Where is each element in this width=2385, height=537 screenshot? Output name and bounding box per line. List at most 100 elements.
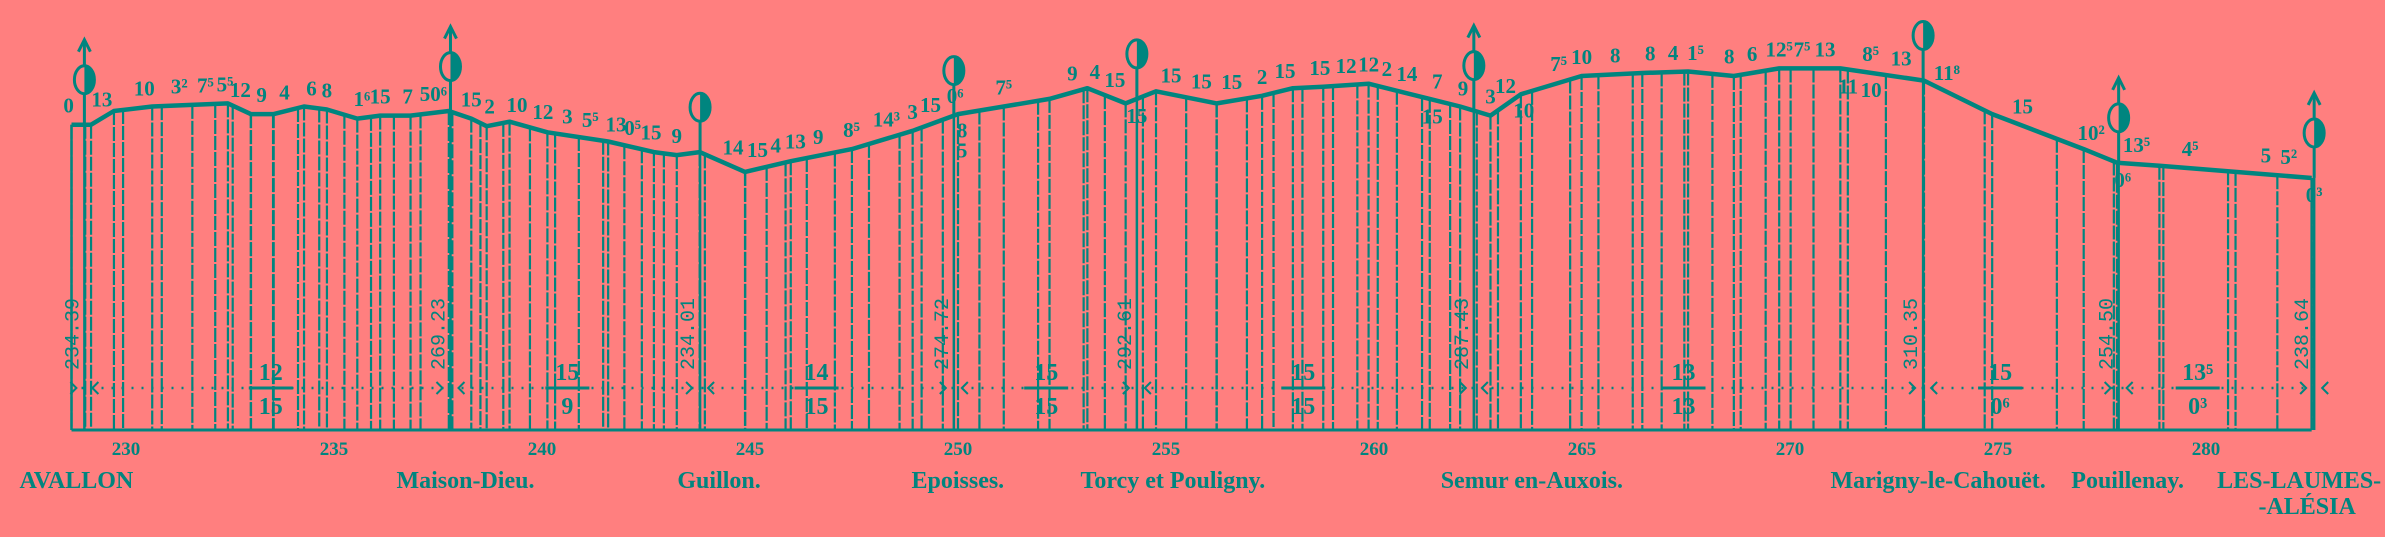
arrow-up-icon: [1466, 22, 1482, 39]
gradient-label: 12: [532, 100, 553, 124]
gradient-label: 7⁵: [197, 73, 214, 97]
gradient-label: 5: [2261, 143, 2272, 167]
gradient-label: 8⁵: [1862, 42, 1879, 66]
gradient-label: 7⁵: [1550, 52, 1567, 76]
arrow-up-icon: [2111, 74, 2126, 91]
arrowhead-right-icon: [2103, 381, 2113, 395]
arrow-up-icon: [77, 36, 92, 53]
fraction-numerator: 13: [1672, 360, 1696, 386]
gradient-label-below: 10: [1861, 78, 1882, 102]
gradient-label: 13⁵: [2123, 133, 2150, 157]
gradient-label: 15: [1274, 59, 1295, 83]
gradient-label: 8⁵: [843, 118, 860, 142]
arrowhead-right-icon: [1908, 381, 1917, 395]
gradient-label: 9: [1067, 61, 1078, 85]
arrowhead-left-icon: [1929, 381, 1938, 395]
station-altitude: 292.61: [1115, 298, 1138, 370]
gradient-label: 14: [1396, 62, 1418, 86]
station-6: 310.35 Marigny-le-Cahouët.: [1830, 19, 2046, 494]
circle-fill-half: [1136, 39, 1147, 68]
km-tick-label: 280: [2192, 439, 2221, 460]
circle-fill-half: [953, 56, 964, 85]
gradient-label: 15: [2012, 95, 2033, 119]
circle-fill-half: [2314, 118, 2325, 147]
gradient-label: 10²: [2078, 121, 2105, 145]
arrowhead-left-icon: [457, 381, 466, 395]
arrowhead-left-icon: [706, 381, 715, 395]
gradient-label: 1⁶: [353, 87, 370, 111]
gradient-label: 8: [1610, 43, 1621, 67]
gradient-label: 15: [461, 88, 482, 112]
station-altitude: 234.39: [62, 298, 85, 370]
arrowhead-right-icon: [939, 381, 948, 395]
arrowhead-left-icon: [1143, 381, 1152, 395]
elevation-profile-line: [71, 66, 2312, 181]
station-name: Semur en-Auxois.: [1441, 468, 1623, 494]
circle-fill-half: [2118, 103, 2129, 132]
gradient-label: 50⁶: [420, 82, 447, 106]
circle-fill-half: [1473, 51, 1484, 80]
station-1: 269.23 Maison-Dieu.: [396, 23, 534, 494]
km-tick-label: 250: [944, 439, 973, 460]
stations: 234.39 AVALLON 269.23 Maison-Dieu. 234.01 Gui…: [19, 19, 2381, 520]
gradient-label: 4: [1668, 41, 1679, 65]
fraction-denominator: 0⁶: [1990, 394, 2009, 420]
gradient-label: 8: [1645, 42, 1656, 66]
fraction-denominator: 0³: [2188, 394, 2207, 420]
station-altitude: 310.35: [1901, 298, 1924, 370]
gradient-label: 11⁸: [1934, 61, 1960, 85]
gradient-label-below: 11: [1838, 75, 1858, 99]
arrowhead-left-icon: [2125, 381, 2134, 395]
gradient-label: 0: [63, 94, 74, 118]
gradient-label: 2: [1257, 65, 1268, 89]
station-5: 287.43 Semur en-Auxois.: [1441, 22, 1623, 494]
fraction-numerator: 13⁵: [2182, 360, 2213, 386]
gradient-label: 13: [1814, 37, 1835, 61]
station-altitude: 254.50: [2097, 298, 2120, 370]
station-altitude: 269.23: [428, 298, 451, 370]
gradient-label: 0⁵: [624, 116, 641, 140]
fraction-denominator: 9: [561, 394, 573, 420]
gradient-label-below: 15: [1422, 104, 1443, 128]
fraction-numerator: 14: [805, 360, 829, 386]
km-tick-label: 255: [1152, 439, 1181, 460]
gradient-label: 7⁵: [1794, 37, 1811, 61]
gradient-label: 12⁵: [1766, 37, 1793, 61]
circle-fill-half: [450, 52, 461, 81]
gradient-label: 12: [1358, 53, 1379, 77]
gradient-label: 13: [1891, 46, 1912, 70]
station-name: Epoisses.: [911, 468, 1004, 494]
gradient-label: 7⁵: [995, 75, 1012, 99]
gradient-label: 9: [1458, 76, 1469, 100]
gradient-label: 15: [640, 120, 661, 144]
gradient-label: 14: [722, 136, 744, 160]
arrowhead-right-icon: [2299, 381, 2308, 395]
elevation-profile: [71, 66, 2312, 181]
station-3: 274.72 Epoisses.: [911, 55, 1004, 494]
station-altitude: 274.72: [932, 298, 955, 370]
station-name: Marigny-le-Cahouët.: [1830, 468, 2045, 494]
gradient-label: 13: [91, 87, 112, 111]
gradient-label: 4: [279, 80, 290, 104]
arrowhead-left-icon: [2320, 381, 2329, 395]
fraction-numerator: 15: [1291, 360, 1315, 386]
gradient-label: 15: [747, 138, 768, 162]
station-0: 234.39 AVALLON: [19, 36, 134, 494]
station-altitude: 238.64: [2292, 298, 2315, 370]
gradient-label: 7: [402, 85, 413, 109]
gradient-label-below: 10: [1513, 98, 1534, 122]
km-axis: 230 235 240 245 250 255 260 265 270 275 280: [71, 386, 2312, 460]
gradient-label: 14³: [873, 108, 900, 132]
fraction-denominator: 15: [1291, 394, 1315, 420]
station-name: Pouillenay.: [2071, 468, 2184, 494]
fraction-numerator: 15: [1034, 360, 1058, 386]
arrowhead-right-icon: [685, 381, 694, 395]
km-tick-label: 245: [736, 439, 765, 460]
gradient-label: 15: [370, 85, 391, 109]
km-tick-label: 275: [1984, 439, 2013, 460]
gradient-label: 3: [562, 104, 573, 128]
gradient-label: 4: [771, 134, 782, 158]
gradient-label: 6: [306, 76, 317, 100]
fraction-numerator: 15: [555, 360, 579, 386]
